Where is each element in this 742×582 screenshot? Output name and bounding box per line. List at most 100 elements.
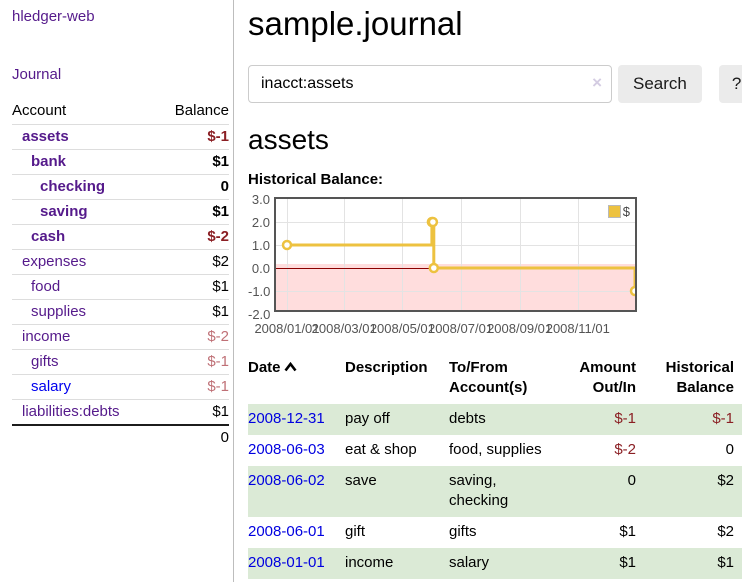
transaction-amount: $1 <box>561 548 644 579</box>
transaction-amount: 0 <box>561 466 644 517</box>
help-button[interactable]: ? <box>718 65 742 103</box>
account-link-assets[interactable]: assets <box>22 128 69 145</box>
y-axis-label: -2.0 <box>248 307 271 322</box>
account-balance: $1 <box>156 274 229 300</box>
accounts-column-header: Account <box>12 102 67 119</box>
clear-search-icon[interactable]: × <box>592 73 602 92</box>
register-table: Date Description To/From Account(s) Amou… <box>248 356 742 579</box>
account-balance: $1 <box>156 149 229 175</box>
account-heading: assets <box>248 124 329 155</box>
y-axis-label: 1.0 <box>251 238 270 253</box>
register-header-row: Date Description To/From Account(s) Amou… <box>248 356 742 404</box>
transaction-balance: 0 <box>725 441 734 458</box>
account-balance: $-2 <box>156 224 229 250</box>
transaction-date-link[interactable]: 2008-12-31 <box>248 410 325 427</box>
y-axis-label: -1.0 <box>248 284 271 299</box>
transaction-date-link[interactable]: 2008-06-01 <box>248 523 325 540</box>
account-link-cash[interactable]: cash <box>31 228 66 245</box>
search-button[interactable]: Search <box>618 65 702 103</box>
transaction-description: pay off <box>345 404 449 435</box>
transaction-description: eat & shop <box>345 441 417 458</box>
register-row: 2008-06-03 eat & shop food, supplies $-2… <box>248 435 742 466</box>
negative-region <box>276 264 635 310</box>
date-column-header[interactable]: Date <box>248 356 345 404</box>
sort-ascending-icon <box>283 361 297 372</box>
chart-title: Historical Balance: <box>248 171 384 188</box>
v-gridline <box>402 199 403 310</box>
register-row: 2008-06-01 gift gifts $1 $2 <box>248 517 742 548</box>
table-row: expenses $2 <box>12 249 229 275</box>
account-balance: $-2 <box>156 324 229 350</box>
v-gridline <box>520 199 521 310</box>
account-link-salary[interactable]: salary <box>31 378 72 395</box>
v-gridline <box>287 199 288 310</box>
transaction-balance: $1 <box>644 548 742 579</box>
table-row: cash $-2 <box>12 224 229 250</box>
chart-legend: $ <box>607 204 630 219</box>
register-row: 2008-06-02 save saving, checking 0 $2 <box>248 466 742 517</box>
account-balance: $-1 <box>156 374 229 400</box>
sidebar-item-journal[interactable]: Journal <box>12 66 62 83</box>
balance-line-series <box>281 216 635 297</box>
table-row: checking 0 <box>12 174 229 200</box>
transaction-accounts: saving, checking <box>449 466 561 517</box>
transaction-balance: $2 <box>644 466 742 517</box>
x-axis-label: 2008/07/01 <box>427 321 494 336</box>
account-link-food[interactable]: food <box>31 278 61 295</box>
accounts-total-value: 0 <box>156 424 229 450</box>
register-row: 2008-01-01 income salary $1 $1 <box>248 548 742 579</box>
h-gridline <box>276 222 635 223</box>
account-balance: $1 <box>156 199 229 225</box>
chart-plot[interactable]: $ <box>274 197 637 312</box>
accounts-total-row: 0 <box>12 424 229 450</box>
account-link-saving[interactable]: saving <box>40 203 88 220</box>
h-gridline <box>276 245 635 246</box>
account-link-liabilities-debts[interactable]: liabilities:debts <box>22 403 120 420</box>
account-link-supplies[interactable]: supplies <box>31 303 87 320</box>
table-row: food $1 <box>12 274 229 300</box>
y-axis-label: 0.0 <box>251 261 270 276</box>
account-balance: $-1 <box>156 124 229 150</box>
transaction-accounts: gifts <box>449 523 477 540</box>
account-link-income[interactable]: income <box>22 328 71 345</box>
transaction-amount: $1 <box>619 523 636 540</box>
account-link-gifts[interactable]: gifts <box>31 353 59 370</box>
y-axis-label: 2.0 <box>251 215 270 230</box>
table-row: supplies $1 <box>12 299 229 325</box>
balance-column-header: Balance <box>174 102 229 119</box>
transaction-amount: $-2 <box>614 441 636 458</box>
y-axis-label: 3.0 <box>251 192 270 207</box>
transaction-balance: $-1 <box>644 404 742 435</box>
account-balance: $2 <box>156 249 229 275</box>
v-gridline <box>461 199 462 310</box>
x-axis-label: 2008/09/01 <box>487 321 553 336</box>
description-column-header: Description <box>345 359 428 376</box>
table-row: bank $1 <box>12 149 229 175</box>
balance-chart: $ 3.0 2.0 1.0 0.0 -1.0 -2.0 2008/01/01 2008/03/… <box>248 192 742 343</box>
x-axis-label: 2008/11/01 <box>545 321 610 336</box>
search-input[interactable] <box>248 65 612 103</box>
accounts-column-header: To/From Account(s) <box>449 359 528 396</box>
account-balance: 0 <box>156 174 229 200</box>
table-row: salary $-1 <box>12 374 229 400</box>
account-link-bank[interactable]: bank <box>31 153 67 170</box>
transaction-date-link[interactable]: 2008-01-01 <box>248 554 325 571</box>
transaction-accounts: salary <box>449 548 561 579</box>
accounts-table: Account Balance assets $-1 bank $1 check… <box>12 98 229 450</box>
transaction-description: income <box>345 548 449 579</box>
app-brand-link[interactable]: hledger-web <box>12 8 95 25</box>
x-axis-label: 2008/01/01 <box>254 321 320 336</box>
account-balance: $1 <box>156 399 229 425</box>
transaction-description: gift <box>345 523 366 540</box>
x-axis-label: 2008/03/01 <box>311 321 377 336</box>
chart-legend-swatch <box>607 205 621 218</box>
h-gridline <box>276 291 635 292</box>
transaction-date-link[interactable]: 2008-06-02 <box>248 472 325 489</box>
account-link-checking[interactable]: checking <box>40 178 106 195</box>
v-gridline <box>578 199 579 310</box>
account-link-expenses[interactable]: expenses <box>22 253 87 270</box>
transaction-description: save <box>345 466 449 517</box>
transaction-date-link[interactable]: 2008-06-03 <box>248 441 325 458</box>
table-row: gifts $-1 <box>12 349 229 375</box>
